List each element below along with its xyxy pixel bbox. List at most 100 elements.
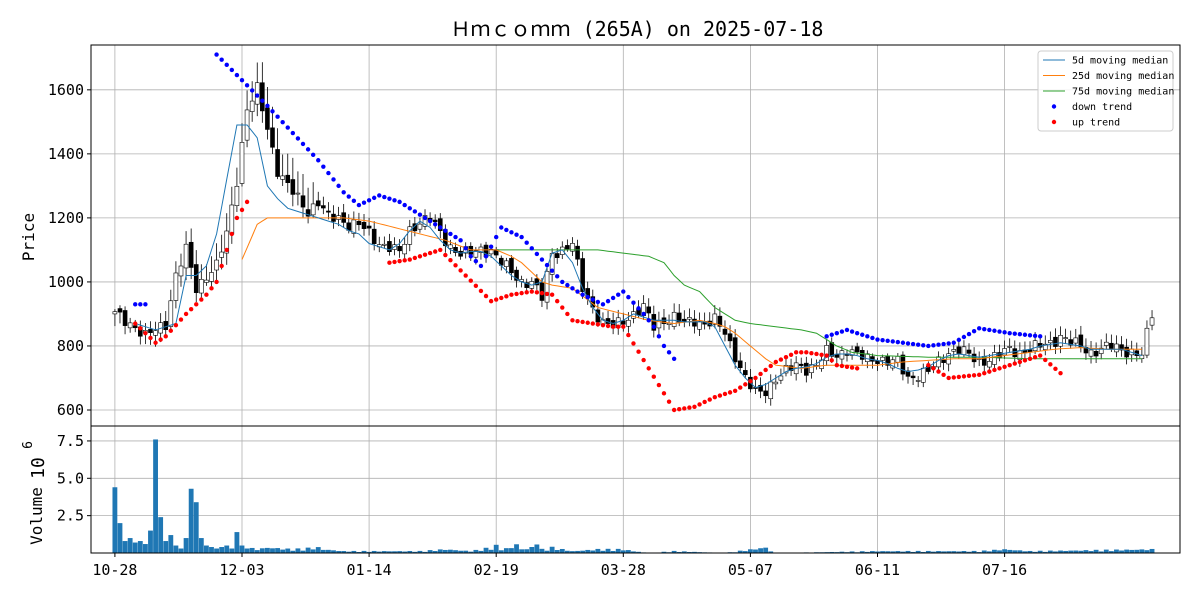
candle-down: [524, 282, 530, 288]
up-trend-dot: [610, 324, 616, 329]
volume-bar: [620, 550, 626, 553]
up-trend-dot: [458, 268, 463, 273]
down-trend-dot: [860, 332, 865, 337]
down-trend-dot: [666, 350, 672, 355]
up-trend-dot: [580, 319, 585, 325]
down-trend-dot: [432, 222, 438, 227]
volume-bar: [300, 550, 306, 553]
volume-bar: [1114, 549, 1119, 553]
candle-up: [839, 350, 845, 360]
down-trend-dot: [407, 206, 412, 211]
candle-down: [321, 205, 326, 209]
down-trend-dot: [570, 286, 575, 291]
x-tick-label: 12-03: [219, 561, 264, 579]
up-trend-dot: [214, 279, 219, 285]
up-trend-dot: [555, 298, 560, 304]
volume-bar: [1053, 551, 1058, 553]
candle-down: [300, 195, 306, 208]
volume-bar: [885, 551, 891, 553]
candle-down: [682, 318, 687, 322]
down-trend-dot: [849, 329, 855, 334]
up-trend-dot: [239, 207, 245, 213]
up-trend-dot: [834, 362, 840, 368]
volume-bar: [417, 550, 423, 553]
volume-bar: [183, 538, 189, 553]
up-trend-dot: [941, 372, 946, 377]
up-trend-dot: [397, 258, 402, 264]
candle-down: [763, 390, 768, 397]
down-trend-dot: [219, 57, 224, 62]
down-trend-dot: [921, 343, 926, 348]
down-trend-dot: [529, 246, 534, 251]
volume-bar: [829, 551, 835, 553]
up-trend-dot: [488, 298, 494, 304]
down-trend-dot: [595, 299, 601, 305]
up-trend-dot: [544, 291, 550, 297]
candle-down: [432, 219, 438, 223]
legend-label: 25d moving median: [1072, 71, 1174, 82]
volume-bar: [483, 547, 489, 553]
volume-bar: [193, 502, 199, 553]
candle-down: [397, 246, 402, 252]
candle-up: [1042, 343, 1048, 350]
volume-bar: [239, 545, 245, 553]
x-tick-label: 06-11: [855, 561, 900, 579]
volume-bar: [310, 549, 316, 553]
candle-up: [280, 175, 285, 180]
up-trend-dot: [407, 257, 412, 262]
candle-down: [275, 149, 280, 177]
candle-down: [956, 346, 962, 354]
candle-up: [402, 244, 407, 255]
down-trend-dot: [610, 295, 616, 301]
up-trend-dot: [1053, 366, 1058, 371]
volume-bar: [1027, 550, 1033, 553]
down-trend-dot: [392, 198, 397, 203]
candle-down: [509, 258, 514, 274]
volume-bar: [1042, 551, 1048, 553]
up-trend-dot: [183, 311, 189, 317]
up-trend-dot: [178, 317, 184, 322]
down-trend-dot: [839, 329, 845, 334]
candle-up: [127, 322, 133, 329]
volume-bar: [539, 548, 545, 553]
candle-up: [880, 356, 885, 361]
up-trend-dot: [549, 292, 555, 297]
candle-down: [326, 210, 331, 213]
up-trend-dot: [717, 393, 723, 398]
down-trend-dot: [285, 125, 290, 130]
up-trend-dot: [1007, 362, 1012, 368]
up-trend-dot: [707, 397, 712, 402]
up-trend-dot: [748, 378, 753, 384]
down-trend-dot: [982, 326, 987, 332]
volume-bar: [595, 548, 601, 553]
volume-bar: [966, 551, 972, 553]
candle-down: [1053, 336, 1058, 347]
volume-bar: [1058, 550, 1063, 553]
volume-bar: [503, 548, 509, 553]
down-trend-dot: [900, 340, 906, 345]
candle-up: [1048, 340, 1053, 344]
down-trend-dot: [443, 228, 448, 233]
candle-down: [193, 264, 199, 293]
down-trend-dot: [1022, 332, 1028, 337]
down-trend-dot: [580, 292, 585, 297]
up-trend-dot: [656, 382, 662, 388]
down-trend-dot: [270, 109, 275, 114]
down-trend-dot: [417, 212, 423, 217]
up-trend-dot: [926, 362, 931, 368]
candle-down: [356, 220, 362, 226]
volume-bar: [112, 487, 118, 553]
candle-down: [900, 354, 906, 375]
volume-bar: [936, 551, 941, 553]
up-trend-dot: [534, 290, 540, 295]
up-trend-dot: [976, 372, 982, 377]
volume-bar: [681, 551, 687, 553]
candle-up: [773, 381, 779, 385]
candle-up: [1149, 317, 1155, 326]
down-trend-dot: [397, 199, 402, 205]
down-trend-dot: [951, 340, 956, 345]
down-trend-dot: [143, 302, 148, 307]
up-trend-dot: [1048, 362, 1053, 367]
volume-bar: [737, 550, 743, 553]
down-trend-dot: [834, 330, 840, 336]
